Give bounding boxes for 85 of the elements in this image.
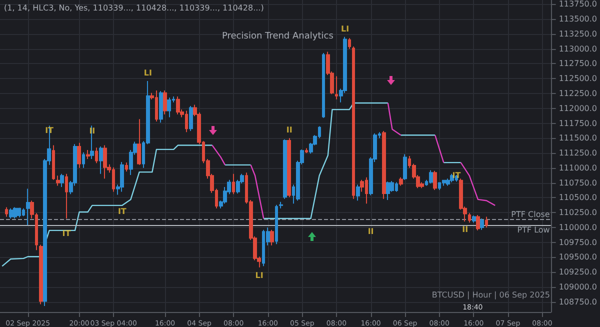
candlestick (275, 204, 278, 245)
y-tick-label: 110500.0 (558, 193, 597, 202)
candlestick (77, 142, 81, 168)
candlestick (60, 173, 64, 188)
y-tick-label: 111250.0 (558, 148, 597, 158)
candlestick (403, 154, 407, 180)
annotation: II (462, 224, 468, 234)
candlestick (26, 188, 30, 226)
candlestick (468, 212, 471, 224)
candlestick (163, 90, 167, 115)
candlestick (17, 207, 21, 218)
candlestick (382, 130, 386, 200)
candlestick (99, 146, 103, 174)
candlestick (472, 215, 476, 224)
annotation: IT (118, 207, 127, 216)
y-tick-label: 112250.0 (558, 88, 597, 98)
candlestick (429, 170, 433, 184)
candlestick (176, 96, 180, 115)
ref-line-label: PTF Low (517, 226, 550, 235)
candlestick (386, 181, 390, 201)
candlestick (13, 206, 17, 220)
candlestick (322, 52, 325, 118)
candlestick (356, 184, 360, 202)
annotation: LI (255, 270, 264, 280)
y-tick-label: 112750.0 (558, 59, 597, 68)
y-tick-label: 113000.0 (558, 44, 597, 54)
annotation: II (368, 226, 374, 236)
candlestick (86, 150, 90, 160)
annotation: IT (62, 229, 72, 238)
y-tick-label: 109000.0 (558, 282, 597, 292)
y-tick-label: 111000.0 (558, 163, 597, 172)
candlestick (167, 97, 171, 118)
text: Precision Trend Analytics (222, 32, 334, 42)
candlestick (476, 214, 480, 231)
candlestick (352, 46, 355, 200)
y-tick-label: 109500.0 (558, 252, 597, 262)
candlestick (433, 170, 437, 190)
candlestick (65, 173, 68, 220)
candlestick (485, 216, 488, 228)
candlestick (159, 90, 163, 124)
candlestick (450, 173, 454, 183)
candlestick (95, 147, 98, 164)
y-tick-label: 110000.0 (558, 222, 597, 232)
candlestick (480, 218, 484, 230)
candlestick (5, 206, 8, 218)
candlestick (335, 76, 338, 100)
candlestick (120, 161, 124, 192)
candlestick (9, 208, 13, 220)
y-tick-label: 113500.0 (558, 14, 597, 24)
annotation: BTCUSD | Hour | 06 Sep 2025 (432, 290, 550, 300)
y-tick-label: 113250.0 (558, 29, 597, 38)
candlestick (283, 138, 287, 200)
annotation: (1, 14, HLC3, No, Yes, 110339..., 110428..., 110339..., 110428...) (4, 4, 264, 12)
candlestick (279, 201, 283, 209)
candlestick (348, 38, 351, 50)
ref-line-label: PTF Close (511, 210, 550, 220)
y-tick-label: 110750.0 (558, 178, 597, 188)
candlestick (56, 175, 60, 186)
candlestick (137, 118, 141, 166)
candlestick (189, 105, 193, 132)
y-tick-label: 112000.0 (558, 104, 597, 113)
annotation: LI (144, 68, 152, 78)
candlestick (270, 229, 274, 246)
y-tick-label: 109750.0 (558, 238, 597, 247)
candlestick (287, 138, 291, 198)
candlestick (399, 176, 403, 186)
annotation: LI (341, 24, 350, 34)
candlestick (103, 144, 107, 180)
y-tick-label: 110250.0 (558, 208, 597, 218)
candlestick (305, 148, 308, 154)
candlestick (442, 179, 446, 186)
y-tick-label: 108750.0 (558, 297, 597, 306)
y-tick-label: 112500.0 (558, 74, 597, 84)
annotation: II (286, 126, 292, 135)
annotation: IT (452, 171, 462, 180)
candlestick (232, 173, 235, 195)
y-tick-label: 111500.0 (558, 134, 597, 143)
candlestick (52, 144, 55, 180)
candlestick (446, 178, 450, 186)
y-tick-label: 109250.0 (558, 268, 597, 277)
candlestick (125, 162, 128, 172)
y-tick-label: 113750.0 (558, 0, 597, 9)
y-tick-label: 111750.0 (558, 118, 597, 128)
candlestick (82, 152, 85, 168)
candlestick (39, 244, 43, 305)
